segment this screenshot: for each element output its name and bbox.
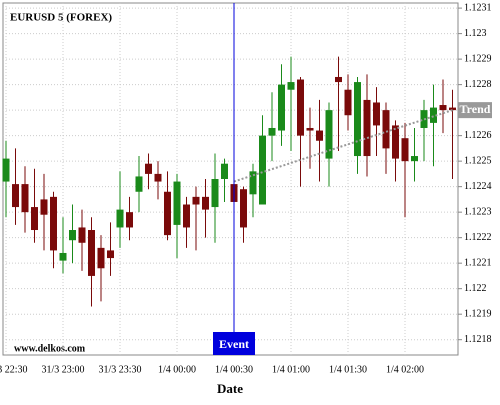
candle-body [382,110,390,149]
candle-body [78,227,86,243]
candle-body [50,196,57,251]
candle-body [107,250,114,259]
y-tick-label: 1.1218 [464,334,492,345]
x-tick-label: 1/4 02:00 [386,364,424,375]
event-label-box [213,332,255,355]
x-tick-label: 31/3 23:30 [98,364,141,375]
candle-body [401,138,409,162]
candle-body [21,184,29,213]
candle-body [192,196,200,205]
candle-body [306,127,314,131]
trend-label: Trend [460,102,491,116]
x-tick-label: 1/4 00:00 [158,364,196,375]
candle-body [202,196,209,210]
candle-body [240,189,247,228]
candle-body [126,212,133,228]
y-tick-label: 1.1223 [464,206,492,217]
chart-title: EURUSD 5 (FOREX) [10,12,112,24]
watermark: www.delkos.com [14,343,86,354]
x-tick-label: 31/3 23:00 [41,364,84,375]
candle-body [31,207,38,231]
candle-body [183,204,190,228]
candle-body [116,209,124,228]
y-tick-label: 1.1228 [464,79,492,90]
candle-body [249,171,257,195]
candle-body [59,252,67,261]
candle-body [449,107,456,111]
x-tick-label: 31/3 22:30 [0,364,28,375]
candle-body [373,102,380,126]
candle-body [297,79,304,136]
candle-body [2,158,10,182]
candle-body [392,125,399,159]
candle-body [221,163,228,179]
candle-body [135,176,143,192]
candle-body [12,184,19,208]
candle-body [363,99,371,157]
candle-body [335,76,342,83]
plot-frame [2,2,459,356]
y-tick-label: 1.1226 [464,130,492,141]
x-tick-label: 1/4 00:30 [215,364,253,375]
candle-body [69,230,76,241]
y-tick-label: 1.1225 [464,155,492,166]
candle-body [439,105,447,111]
x-tick-label: 1/4 01:30 [329,364,367,375]
y-tick-label: 1.1224 [464,181,492,192]
candle-body [430,107,437,123]
candle-body [259,135,266,205]
candle-body [40,199,48,215]
y-tick-label: 1.123 [464,28,487,39]
candle-body [316,130,323,141]
x-tick-label: 1/4 01:00 [272,364,310,375]
y-tick-label: 1.1222 [464,232,492,243]
candle-body [287,82,295,90]
candle-body [97,247,105,269]
y-tick-label: 1.122 [464,283,487,294]
y-tick-label: 1.1221 [464,257,492,268]
trend-line [233,109,453,183]
candle-body [325,110,333,159]
candle-body [268,127,276,136]
y-tick-label: 1.1219 [464,308,492,319]
candle-body [354,82,361,157]
y-tick-label: 1.1231 [464,2,492,13]
candle-body [154,173,162,182]
candle-body [344,89,352,116]
candle-body [164,191,171,236]
x-axis-label: Date [217,381,243,396]
y-tick-label: 1.1229 [464,53,492,64]
candle-body [173,181,181,225]
candle-body [278,84,285,131]
candle-body [145,163,152,174]
candle-body [211,179,219,208]
trend-label-box [458,102,492,119]
event-label: Event [219,337,249,351]
candle-body [411,156,418,162]
candle-body [88,230,95,276]
